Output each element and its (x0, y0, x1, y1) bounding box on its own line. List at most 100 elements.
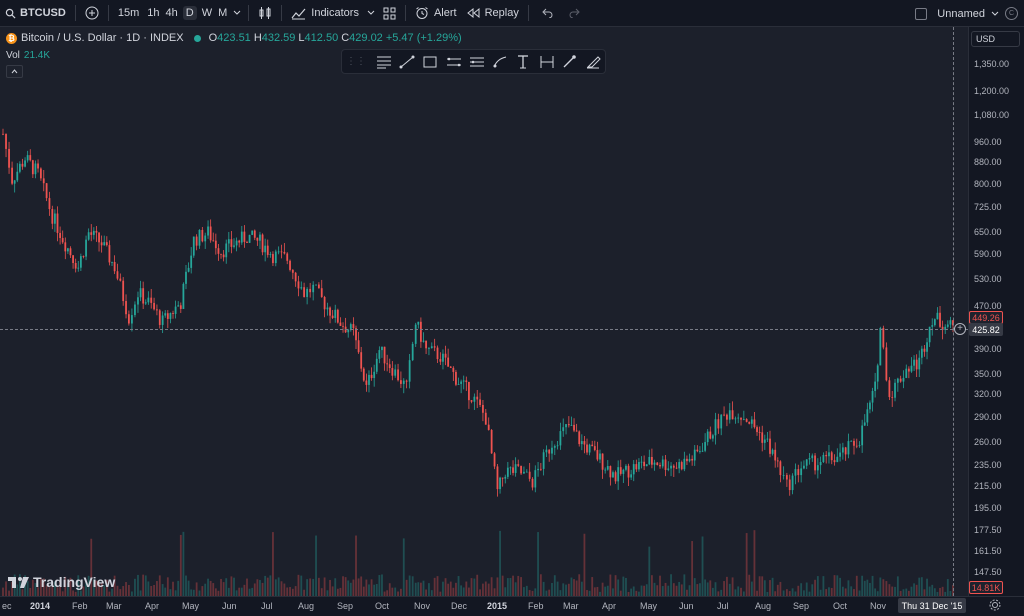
candle-body (312, 284, 315, 293)
volume-bar (905, 588, 908, 596)
indicators-button[interactable]: Indicators (286, 0, 364, 27)
layout-checkbox[interactable] (915, 7, 928, 20)
chart-pane[interactable] (0, 27, 968, 596)
magic-tool[interactable] (558, 51, 581, 73)
candle-body (779, 461, 782, 476)
volume-bar (172, 581, 174, 596)
candle-body (187, 267, 190, 272)
candle-body (941, 326, 944, 331)
candle-body (580, 441, 583, 445)
chart-type-button[interactable] (253, 0, 277, 27)
interval-15m[interactable]: 15m (113, 0, 144, 27)
candle-body (34, 163, 37, 175)
add-alert-plus-icon[interactable]: + (954, 323, 966, 335)
candle-body (227, 239, 230, 244)
volume-bar (683, 574, 686, 596)
candle-body (220, 253, 222, 255)
candle-body (238, 240, 241, 243)
volume-bar (879, 577, 882, 596)
candle-body (683, 458, 686, 470)
interval-d[interactable]: D (181, 0, 199, 27)
candle-body (933, 319, 936, 326)
chevron-down-icon[interactable] (991, 11, 999, 17)
volume-bar (449, 581, 452, 596)
volume-bar (134, 578, 136, 596)
text-tool[interactable] (512, 51, 535, 73)
candle-body (174, 306, 177, 314)
layout-name[interactable]: Unnamed (937, 7, 985, 20)
series-title[interactable]: Bitcoin / U.S. Dollar · 1D · INDEX (21, 32, 184, 44)
volume-bar (98, 582, 100, 596)
candle-body (21, 163, 24, 167)
layouts-button[interactable] (378, 0, 401, 27)
volume-bar (39, 578, 42, 596)
candle-body (320, 288, 323, 297)
candle-body (430, 346, 433, 349)
measure-tool[interactable] (535, 51, 558, 73)
candle-body (756, 427, 758, 433)
volume-bar (766, 591, 769, 596)
close-key: C (341, 32, 350, 44)
trend-line-tool[interactable] (395, 51, 418, 73)
time-axis[interactable] (0, 596, 1024, 616)
candle-body (433, 346, 436, 348)
candle-body (134, 304, 136, 316)
gear-icon[interactable] (989, 599, 1001, 611)
redo-button[interactable] (561, 0, 589, 27)
volume-bar (362, 586, 365, 596)
volume-bar (479, 589, 481, 596)
candle-body (5, 134, 7, 149)
interval-4h[interactable]: 4h (163, 0, 181, 27)
candle-body (619, 467, 622, 474)
brush-tool[interactable] (488, 51, 511, 73)
volume-bar (297, 574, 300, 596)
volume-bar (863, 580, 866, 596)
candle-body (833, 460, 836, 463)
volume-bar (822, 576, 825, 596)
time-axis-label: Jun (679, 601, 694, 611)
interval-dropdown[interactable] (230, 0, 244, 27)
chevron-down-icon (367, 10, 375, 15)
volume-bar (763, 580, 766, 596)
volume-bar (808, 591, 811, 596)
currency-select[interactable]: USD (971, 31, 1020, 47)
indicators-dropdown[interactable] (364, 0, 378, 27)
candle-body (567, 424, 570, 426)
cloud-save-icon[interactable]: C (1005, 7, 1018, 20)
interval-1h[interactable]: 1h (144, 0, 162, 27)
symbol-search[interactable]: BTCUSD (0, 0, 71, 27)
candle-body (85, 239, 87, 257)
volume-bar (442, 581, 444, 596)
volume-bar (803, 590, 805, 596)
price-axis-label: 1,350.00 (974, 59, 1010, 69)
price-chart[interactable] (0, 27, 968, 596)
volume-bar (627, 591, 630, 596)
volume-bar (166, 577, 169, 596)
tradingview-logo[interactable]: TradingView (8, 574, 115, 590)
parallel-channel-tool[interactable] (442, 51, 465, 73)
volume-bar (612, 588, 614, 596)
volume-bar (556, 581, 559, 596)
replay-button[interactable]: Replay (462, 0, 524, 27)
volume-bar (861, 575, 864, 596)
interval-w[interactable]: W (199, 0, 215, 27)
fib-retracement-tool[interactable] (372, 51, 395, 73)
candle-body (261, 234, 264, 253)
alert-button[interactable]: Alert (410, 0, 462, 27)
volume-bar (720, 589, 723, 596)
compare-symbol-button[interactable] (80, 0, 104, 27)
eraser-tool[interactable] (582, 51, 605, 73)
levels-tool[interactable] (465, 51, 488, 73)
candle-body (48, 198, 51, 210)
collapse-legend-button[interactable] (6, 65, 23, 78)
volume-bar (122, 586, 125, 596)
undo-button[interactable] (533, 0, 561, 27)
drag-handle[interactable]: ⋮⋮ (346, 56, 366, 67)
interval-m[interactable]: M (215, 0, 230, 27)
rectangle-tool[interactable] (419, 51, 442, 73)
volume-bar (509, 578, 512, 596)
volume-bar (378, 575, 381, 596)
candle-body (42, 178, 45, 184)
candle-body (347, 329, 350, 333)
magic-wand-icon (563, 54, 576, 67)
